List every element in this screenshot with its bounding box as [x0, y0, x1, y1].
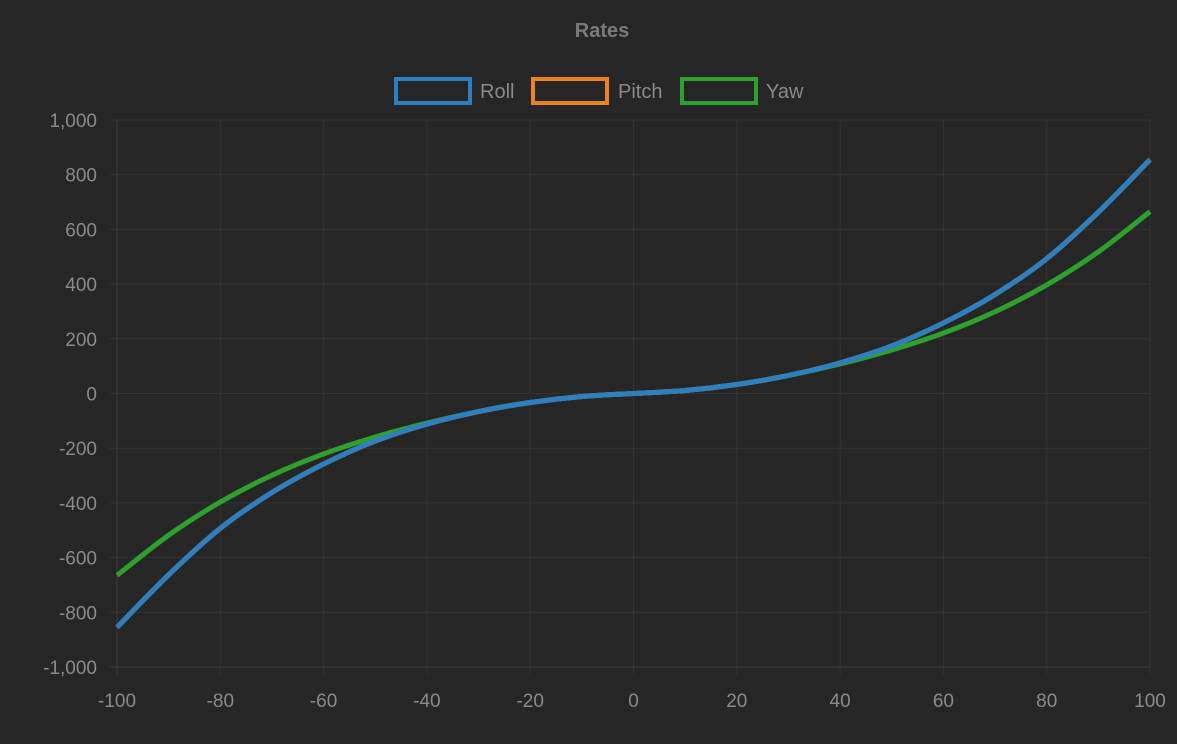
x-tick-label: -60 [310, 691, 337, 712]
series-lines [115, 157, 1152, 630]
x-tick-label: 0 [628, 691, 639, 712]
legend-swatch [394, 77, 472, 105]
x-tick-label: 40 [830, 691, 851, 712]
legend-label: Yaw [766, 81, 804, 103]
legend-label: Roll [480, 81, 514, 103]
legend-item-pitch[interactable]: Pitch [531, 77, 662, 105]
x-tick-label: -20 [516, 691, 543, 712]
legend-swatch [531, 77, 609, 105]
x-tick-label: 100 [1134, 691, 1166, 712]
y-tick-label: -400 [59, 494, 97, 515]
y-tick-label: -200 [59, 439, 97, 460]
y-axis-ticks: -1,000 -800 -600 -400 -200 0 200 400 600 800 1,000 [43, 111, 97, 679]
grid [109, 119, 1151, 675]
x-tick-label: -100 [98, 691, 136, 712]
y-tick-label: -600 [59, 549, 97, 570]
y-tick-label: 0 [86, 385, 97, 406]
series-line-roll [115, 157, 1152, 630]
x-axis-ticks: -100 -80 -60 -40 -20 0 20 40 60 80 100 [98, 691, 1166, 712]
y-tick-label: 600 [65, 220, 97, 241]
legend-item-yaw[interactable]: Yaw [680, 77, 804, 105]
x-tick-label: 60 [933, 691, 954, 712]
x-tick-label: 80 [1036, 691, 1057, 712]
x-tick-label: 20 [726, 691, 747, 712]
y-tick-label: 800 [65, 166, 97, 187]
x-tick-label: -40 [413, 691, 440, 712]
y-tick-label: 200 [65, 330, 97, 351]
legend-label: Pitch [618, 81, 662, 103]
y-tick-label: -1,000 [43, 658, 97, 679]
chart-title: Rates [575, 20, 629, 42]
legend: Roll Pitch Yaw [394, 77, 804, 105]
legend-swatch [680, 77, 758, 105]
y-tick-label: 400 [65, 275, 97, 296]
y-tick-label: -800 [59, 603, 97, 624]
y-tick-label: 1,000 [49, 111, 97, 132]
x-tick-label: -80 [207, 691, 234, 712]
legend-item-roll[interactable]: Roll [394, 77, 514, 105]
